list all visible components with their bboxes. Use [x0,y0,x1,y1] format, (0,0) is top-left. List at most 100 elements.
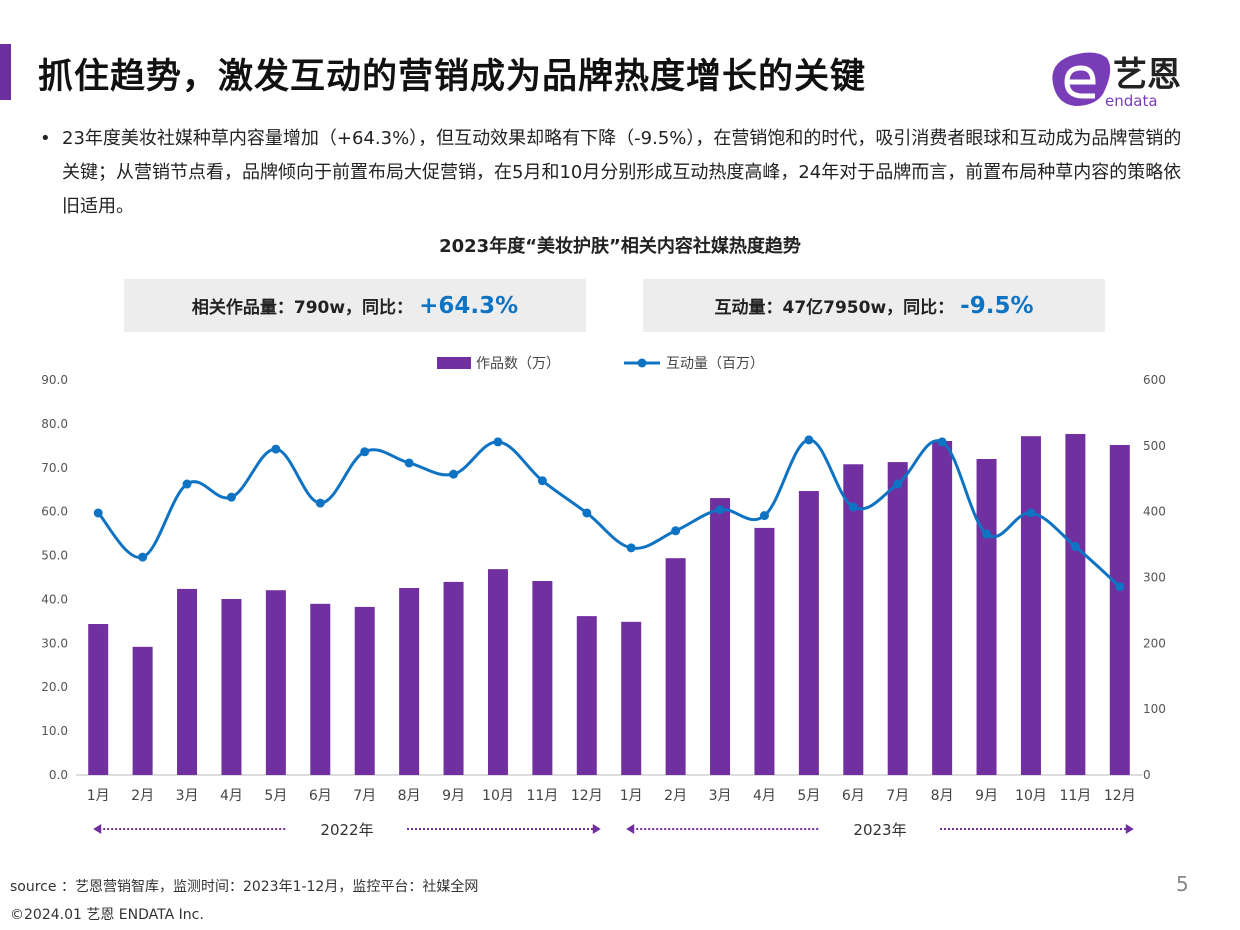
bar-13 [665,558,686,775]
logo-sub: endata [1105,92,1158,110]
source-note: source ：艺恩营销智库，监测时间：2023年1-12月，监控平台：社媒全网 [10,879,479,895]
interaction-line [97,438,1121,588]
bar-12 [621,621,642,775]
line-point-5 [315,498,325,508]
line-point-22 [1070,542,1080,552]
combo-chart: 作品数（万） 互动量（百万） 0.0 10.0 20.0 30.0 40.0 50.0 60.0… [41,356,1166,839]
year-arrow-left [626,824,635,834]
endata-logo: 艺恩 endata [1052,52,1181,110]
title-accent-bar [0,44,11,100]
bar-21 [1020,436,1041,775]
x-tick-label: 8月 [931,788,954,804]
x-tick-label: 3月 [709,788,732,804]
line-point-20 [982,529,992,539]
line-point-1 [138,552,148,562]
logo-text: 艺恩 [1113,55,1181,95]
year-label: 2022年 [320,821,373,839]
line-point-15 [759,511,769,521]
bar-2 [177,588,198,775]
bar-10 [532,581,553,775]
x-tick-label: 5月 [797,788,820,804]
y-left-tick: 90.0 [41,373,68,387]
summary-bullet: • 23年度美妆社媒种草内容量增加（+64.3%），但互动效果却略有下降（-9.… [40,122,1190,224]
bar-11 [576,616,597,775]
year-arrow-right [592,824,601,834]
bar-16 [798,491,819,775]
bar-15 [754,527,775,775]
x-tick-label: 9月 [442,788,465,804]
y-left-tick: 40.0 [41,592,68,606]
legend-line-label: 互动量（百万） [666,356,764,372]
x-tick-label: 4月 [220,788,243,804]
kpi-works-value: +64.3% [419,292,519,319]
bar-23 [1109,444,1130,775]
legend-bar-swatch [437,357,471,369]
line-point-8 [449,469,459,479]
x-tick-label: 6月 [842,788,865,804]
line-point-9 [493,437,503,447]
bar-3 [221,599,242,775]
bar-1 [132,646,153,775]
y-right-tick: 500 [1143,439,1166,453]
page-number: 5 [1176,872,1189,896]
kpi-works: 相关作品量：790w，同比： +64.3% [124,279,586,332]
bar-4 [265,590,286,775]
y-right-tick: 200 [1143,636,1166,650]
line-point-4 [271,444,281,454]
bar-9 [487,569,508,775]
y-left-tick: 50.0 [41,549,68,563]
x-tick-label: 2月 [131,788,154,804]
y-left-tick: 10.0 [41,724,68,738]
y-left-tick: 80.0 [41,417,68,431]
year-arrow-left [93,824,102,834]
x-tick-label: 12月 [1104,788,1136,804]
x-tick-label: 10月 [482,788,514,804]
bar-6 [354,606,375,775]
line-point-10 [537,476,547,486]
bullet-dot: • [40,128,51,149]
bar-8 [443,581,464,775]
line-point-0 [93,508,103,518]
bar-22 [1065,433,1086,775]
copyright: ©2024.01 艺恩 ENDATA Inc. [10,907,204,923]
y-left-tick: 60.0 [41,505,68,519]
y-left-tick: 70.0 [41,461,68,475]
bar-19 [932,441,953,775]
year-arrow-right [1125,824,1134,834]
x-tick-label: 2月 [664,788,687,804]
x-tick-label: 10月 [1015,788,1047,804]
x-tick-label: 11月 [1059,788,1091,804]
chart-title: 2023年度“美妆护肤”相关内容社媒热度趋势 [439,236,801,257]
x-tick-label: 5月 [264,788,287,804]
year-label: 2023年 [853,821,906,839]
line-point-13 [671,526,681,536]
x-tick-label: 7月 [353,788,376,804]
x-tick-label: 8月 [398,788,421,804]
x-tick-label: 1月 [87,788,110,804]
y-left-tick: 30.0 [41,636,68,650]
kpi-works-label: 相关作品量：790w，同比： [191,298,414,318]
bar-18 [887,462,908,775]
y-right-tick: 600 [1143,373,1166,387]
line-point-18 [893,479,903,489]
line-point-12 [626,543,636,553]
bar-5 [310,603,331,775]
line-point-14 [715,505,725,515]
bar-17 [843,464,864,775]
legend-line-marker [637,358,647,368]
summary-text: 23年度美妆社媒种草内容量增加（+64.3%），但互动效果却略有下降（-9.5%… [62,128,1182,217]
line-point-11 [582,508,592,518]
bar-14 [710,498,731,775]
line-point-17 [848,502,858,512]
x-tick-label: 4月 [753,788,776,804]
line-point-19 [937,437,947,447]
y-right-tick: 300 [1143,571,1166,585]
x-tick-label: 6月 [309,788,332,804]
kpi-interaction-value: -9.5% [960,292,1034,319]
line-point-16 [804,435,814,445]
x-tick-label: 3月 [176,788,199,804]
line-point-6 [360,447,370,457]
bar-7 [399,588,420,775]
x-tick-label: 11月 [526,788,558,804]
